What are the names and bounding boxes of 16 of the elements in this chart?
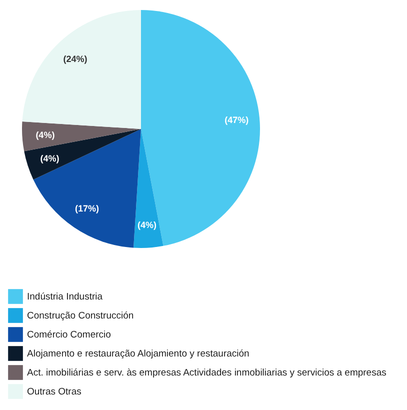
legend-label: Construção Construcción xyxy=(27,310,134,322)
legend-label: Comércio Comercio xyxy=(27,330,111,340)
data-label: (4%) xyxy=(36,130,55,140)
pie-slice xyxy=(22,122,141,152)
data-label: (24%) xyxy=(63,54,88,64)
legend-label: Indústria Industria xyxy=(27,292,104,302)
legend-label: Outras Otras xyxy=(27,386,82,398)
data-label: (4%) xyxy=(138,220,157,230)
data-label: (47%) xyxy=(224,114,249,125)
pie-slice xyxy=(22,10,141,129)
legend-label: Alojamento e restauração Alojamiento y restauración xyxy=(27,348,250,360)
legend-label: Act. imobiliárias e serv. às empresas Actividades inmobiliarias y servicios a empresas xyxy=(27,368,387,378)
data-label: (4%) xyxy=(40,154,60,164)
pie-slice xyxy=(24,129,141,180)
pie-slice xyxy=(134,129,164,248)
data-label: (17%) xyxy=(75,203,100,214)
